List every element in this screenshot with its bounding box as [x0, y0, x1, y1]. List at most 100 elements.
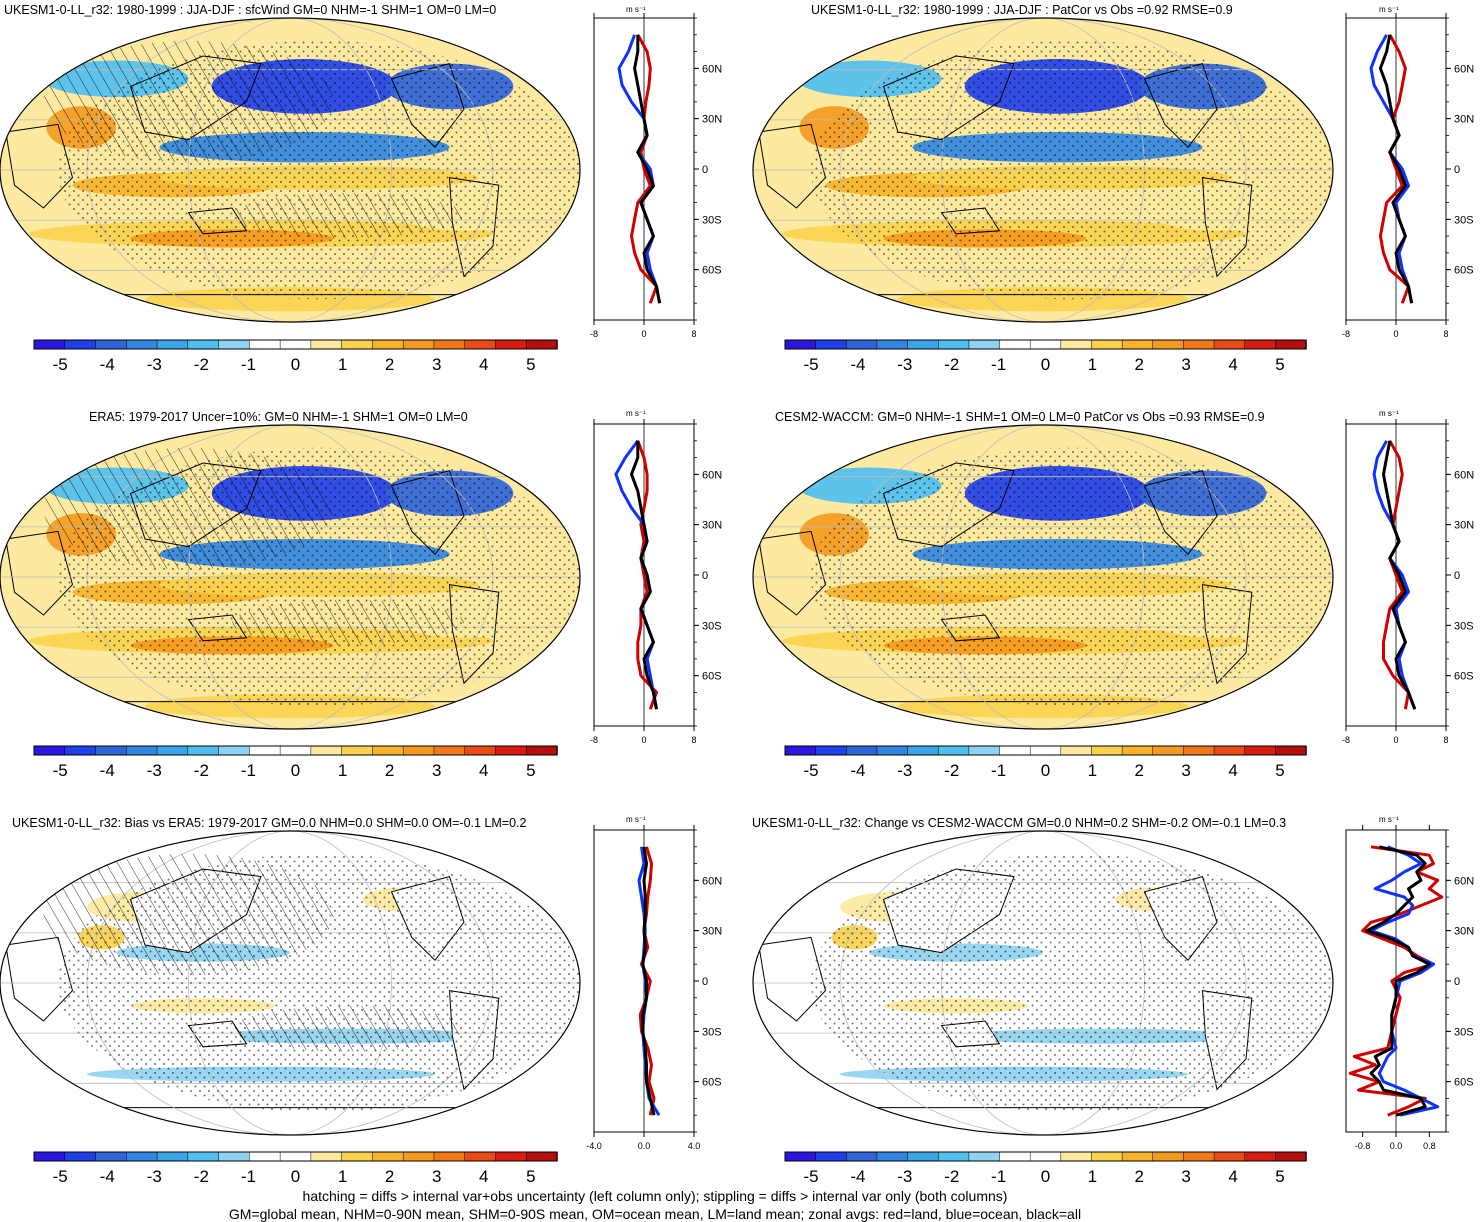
- colorbar-swatch: [187, 745, 220, 756]
- zonal-line-all: [633, 34, 662, 304]
- unit-label-5: m s⁻¹: [626, 815, 646, 824]
- colorbar-swatch: [64, 339, 97, 350]
- colorbar-tick-label: -5: [52, 355, 68, 374]
- colorbar-tick-label: 5: [526, 761, 536, 780]
- hatching-overlay: [43, 853, 334, 976]
- colorbar-swatch: [372, 1151, 404, 1162]
- colorbar-swatch: [310, 1151, 343, 1162]
- footnote-hatching: hatching = diffs > internal var+obs unce…: [302, 1188, 1008, 1204]
- colorbar-tick-label: -5: [52, 761, 68, 780]
- colorbar-tick-label: 5: [1275, 761, 1285, 780]
- colorbar-tick-label: 3: [1181, 355, 1191, 374]
- colorbar-1: [33, 339, 558, 350]
- x-tick-label: 0: [641, 329, 646, 339]
- colorbar-swatch: [464, 1151, 497, 1162]
- colorbar-tick-label: 2: [384, 355, 395, 374]
- colorbar-tick-label: 0: [290, 1167, 301, 1186]
- colorbar-swatch: [876, 1151, 909, 1162]
- colorbar-tick-label: -5: [52, 1167, 68, 1186]
- colorbar-swatch: [495, 339, 527, 350]
- colorbar-swatch: [1275, 1151, 1307, 1162]
- unit-label-6: m s⁻¹: [1379, 815, 1399, 824]
- colorbar-3: [33, 745, 558, 756]
- continent-outline: [758, 936, 827, 1022]
- map-panel-2: [752, 17, 1334, 323]
- colorbar-swatch: [372, 339, 404, 350]
- colorbar-tick-label: -2: [944, 1167, 960, 1186]
- colorbar-tick-label: -4: [850, 761, 866, 780]
- x-tick-label: 0.0: [638, 1141, 651, 1151]
- colorbar-tick-label: -2: [944, 355, 960, 374]
- colorbar-swatch: [1121, 1151, 1154, 1162]
- colorbar-swatch: [784, 339, 817, 350]
- colorbar-tick-label: 5: [526, 1167, 536, 1186]
- y-tick-label: 30S: [1454, 214, 1474, 226]
- colorbar-swatch: [310, 745, 343, 756]
- y-tick-label: 0: [702, 164, 708, 176]
- colorbar-swatch: [1060, 745, 1093, 756]
- colorbar-swatch: [1213, 1151, 1246, 1162]
- colorbar-tick-label: 0: [1040, 1167, 1051, 1186]
- colorbar-swatch: [999, 339, 1031, 350]
- colorbar-swatch: [95, 745, 128, 756]
- colorbar-tick-label: 4: [479, 761, 489, 780]
- colorbar-swatch: [999, 1151, 1031, 1162]
- zonal-line-ocean: [1369, 845, 1440, 1117]
- colorbar-tick-label: -2: [944, 761, 960, 780]
- x-tick-label: 0: [1393, 329, 1398, 339]
- zonal-plot-4: 60N 30N 0 30S 60S -8 0 8: [1342, 419, 1474, 745]
- colorbar-swatch: [968, 339, 1001, 350]
- map-panel-3: [0, 424, 581, 730]
- y-tick-label: 60S: [702, 265, 722, 277]
- zonal-plot-1: 60N 30N 0 30S 60S -8 0 8: [590, 13, 722, 339]
- unit-label-4: m s⁻¹: [1379, 409, 1399, 418]
- colorbar-tick-label: 4: [1228, 355, 1238, 374]
- colorbar-swatch: [156, 745, 189, 756]
- y-tick-label: 0: [1454, 570, 1460, 582]
- colorbar-swatch: [64, 745, 97, 756]
- continent-outline: [5, 123, 74, 209]
- x-tick-label: 0.8: [1423, 1141, 1436, 1151]
- panel-title-6: UKESM1-0-LL_r32: Change vs CESM2-WACCM G…: [752, 816, 1287, 830]
- colorbar-swatch: [907, 745, 939, 756]
- x-tick-label: 8: [691, 329, 696, 339]
- colorbar-swatch: [815, 1151, 848, 1162]
- colorbar-4: [784, 745, 1307, 756]
- colorbar-swatch: [126, 745, 158, 756]
- panel-title-1: UKESM1-0-LL_r32: 1980-1999 : JJA-DJF : s…: [4, 3, 497, 17]
- x-tick-label: -8: [1342, 735, 1350, 745]
- stippling-overlay: [811, 447, 1333, 707]
- y-tick-label: 60N: [1454, 875, 1474, 887]
- x-tick-label: -0.8: [1355, 1141, 1371, 1151]
- colorbar-tick-label: -2: [193, 761, 209, 780]
- zonal-line-all: [641, 846, 656, 1116]
- colorbar-swatch: [1029, 745, 1062, 756]
- y-tick-label: 30S: [1454, 1026, 1474, 1038]
- colorbar-swatch: [464, 339, 497, 350]
- colorbar-tick-label: 2: [1134, 761, 1144, 780]
- zonal-line-all: [1365, 845, 1431, 1117]
- y-tick-label: 30N: [702, 520, 722, 532]
- colorbar-swatch: [33, 1151, 66, 1162]
- colorbar-tick-label: -1: [240, 761, 256, 780]
- colorbar-tick-label: 5: [1275, 355, 1285, 374]
- colorbar-swatch: [464, 745, 497, 756]
- colorbar-swatch: [433, 1151, 466, 1162]
- colorbar-swatch: [279, 1151, 312, 1162]
- y-tick-label: 0: [1454, 164, 1460, 176]
- colorbar-tick-label: 0: [290, 761, 301, 780]
- colorbar-swatch: [1244, 339, 1277, 350]
- colorbar-tick-label: -5: [803, 355, 819, 374]
- colorbar-tick-label: -1: [240, 1167, 256, 1186]
- colorbar-swatch: [1121, 745, 1154, 756]
- colorbar-swatch: [1183, 1151, 1215, 1162]
- colorbar-swatch: [1152, 1151, 1185, 1162]
- zonal-line-land: [630, 34, 658, 304]
- y-tick-label: 60N: [702, 875, 722, 887]
- colorbar-tick-label: 2: [384, 1167, 395, 1186]
- colorbar-swatch: [1029, 1151, 1062, 1162]
- colorbar-swatch: [968, 745, 1001, 756]
- x-tick-label: 8: [1443, 735, 1448, 745]
- y-tick-label: 60S: [702, 671, 722, 683]
- colorbar-tick-label: 1: [337, 761, 348, 780]
